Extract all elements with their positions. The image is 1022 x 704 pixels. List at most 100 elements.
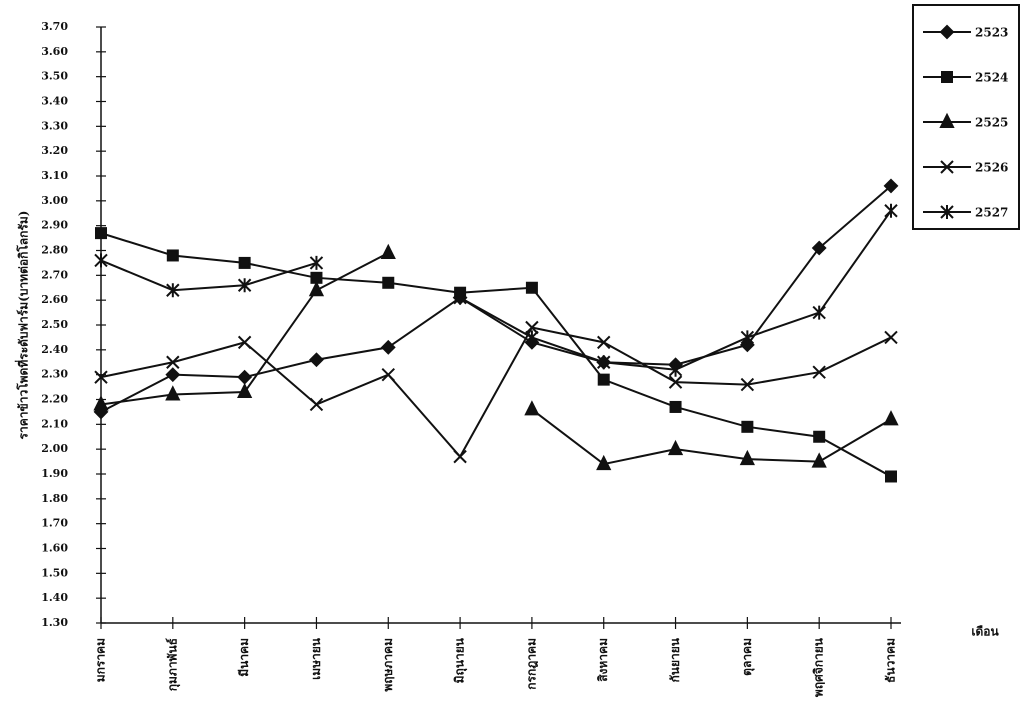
y-tick-label: 3.20	[41, 144, 68, 157]
series-line	[100, 232, 892, 478]
marker	[668, 362, 683, 377]
marker	[525, 320, 539, 335]
y-tick-label: 2.60	[41, 293, 68, 306]
marker	[813, 430, 826, 443]
marker	[309, 352, 324, 368]
x-tick-label: มิถุนายน	[453, 637, 468, 683]
marker	[524, 400, 540, 416]
marker	[941, 71, 953, 83]
y-tick-label: 1.60	[41, 542, 68, 555]
marker	[381, 367, 395, 382]
marker	[95, 227, 107, 240]
x-tick-label: ธันวาคม	[884, 638, 898, 683]
marker	[237, 369, 253, 385]
marker	[165, 367, 181, 383]
marker	[596, 454, 612, 471]
legend-label: 2526	[975, 161, 1008, 175]
x-axis-label: เดือน	[971, 625, 999, 639]
marker	[94, 253, 108, 268]
marker	[380, 243, 396, 259]
marker	[525, 330, 539, 345]
marker	[740, 330, 755, 345]
x-tick-label: พฤศจิกายน	[812, 637, 826, 697]
marker	[811, 240, 827, 256]
y-tick-label: 1.90	[41, 467, 68, 480]
y-tick-label: 1.30	[41, 616, 68, 629]
marker	[237, 382, 253, 399]
x-tick-label: กันยายน	[668, 637, 682, 682]
marker	[380, 339, 396, 355]
y-tick-label: 2.90	[41, 219, 68, 232]
y-tick-label: 2.80	[41, 244, 68, 257]
series-line	[100, 326, 892, 459]
y-axis-label: ราคาข้าวโพดที่ระดับฟาร์ม(บาทต่อกิโลกรัม)	[15, 211, 31, 440]
marker	[668, 375, 683, 389]
marker	[741, 420, 754, 433]
x-tick-label: มีนาคม	[237, 638, 251, 677]
marker	[308, 280, 325, 297]
marker	[166, 283, 180, 298]
y-tick-label: 3.50	[41, 70, 68, 83]
y-tick-label: 2.50	[41, 318, 68, 331]
marker	[939, 24, 955, 40]
y-tick-label: 1.80	[41, 492, 68, 505]
y-tick-label: 3.70	[41, 20, 68, 33]
y-tick-label: 3.40	[41, 95, 68, 108]
marker	[453, 449, 467, 464]
y-tick-label: 3.60	[41, 45, 68, 58]
legend-label: 2527	[975, 206, 1008, 220]
marker	[812, 305, 826, 320]
marker	[739, 449, 755, 466]
marker	[940, 205, 954, 219]
marker	[309, 397, 324, 412]
y-tick-label: 3.10	[41, 169, 68, 182]
y-tick-label: 2.40	[41, 343, 68, 356]
marker	[739, 337, 755, 353]
marker	[93, 395, 109, 411]
y-tick-label: 2.10	[41, 417, 68, 430]
marker	[885, 470, 897, 483]
y-tick-label: 2.20	[41, 393, 68, 406]
marker	[884, 330, 898, 345]
y-tick-label: 1.50	[41, 566, 68, 579]
legend-box	[912, 4, 1020, 230]
marker	[740, 377, 755, 392]
legend-label: 2523	[975, 26, 1008, 40]
legend-label: 2524	[975, 71, 1008, 85]
y-tick-label: 2.30	[41, 368, 68, 381]
x-tick-label: กรกฎาคม	[524, 638, 538, 690]
marker	[667, 439, 684, 456]
y-tick-label: 2.70	[41, 268, 68, 281]
marker	[237, 335, 252, 350]
marker	[597, 335, 611, 350]
x-tick-label: ตุลาคม	[740, 638, 755, 676]
marker	[166, 249, 179, 262]
marker	[237, 278, 252, 293]
series-line	[100, 185, 892, 413]
marker	[939, 112, 955, 128]
marker	[811, 452, 827, 468]
marker	[884, 203, 898, 218]
y-tick-label: 3.00	[41, 194, 68, 207]
marker	[940, 160, 954, 174]
marker	[597, 355, 611, 370]
marker	[812, 365, 826, 379]
y-tick-label: 2.00	[41, 442, 68, 455]
marker	[669, 400, 682, 413]
marker	[883, 410, 899, 426]
series-line	[100, 252, 892, 466]
y-tick-label: 1.40	[41, 591, 68, 604]
y-tick-label: 1.70	[41, 517, 68, 530]
marker	[883, 178, 899, 194]
marker	[309, 255, 324, 270]
marker	[597, 373, 610, 386]
marker	[94, 370, 108, 384]
x-tick-label: มกราคม	[94, 638, 108, 682]
x-tick-label: กุมภาพันธ์	[165, 638, 180, 691]
marker	[238, 256, 251, 269]
marker	[382, 276, 395, 289]
x-tick-label: สิงหาคม	[596, 638, 610, 682]
marker	[165, 385, 181, 401]
marker	[453, 290, 467, 305]
